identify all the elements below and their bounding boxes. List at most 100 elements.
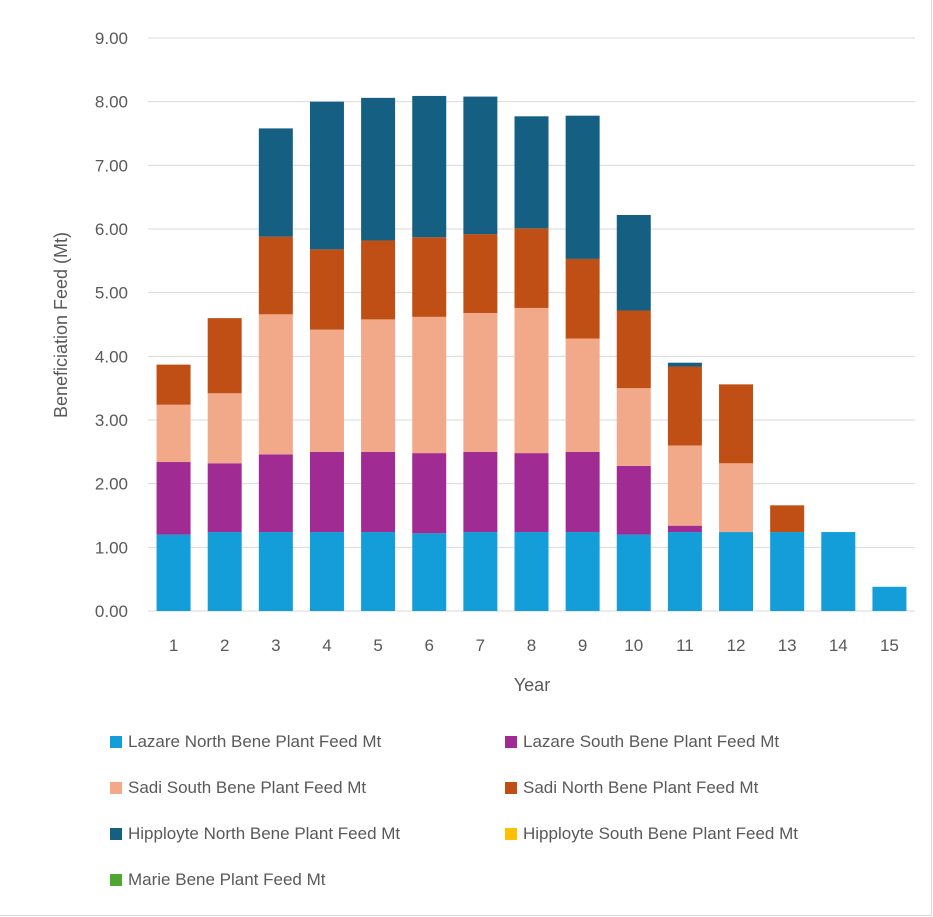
bar-segment <box>156 462 191 535</box>
legend-item: Hipployte South Bene Plant Feed Mt <box>505 824 798 844</box>
bar-segment <box>412 316 447 454</box>
bar-segment <box>309 532 344 611</box>
bar-segment <box>463 532 498 611</box>
bar-segment <box>719 384 754 464</box>
legend-label: Hipployte South Bene Plant Feed Mt <box>523 824 798 843</box>
legend-swatch <box>505 782 517 794</box>
bar-segment <box>514 228 549 308</box>
bar-segment <box>667 525 702 533</box>
x-tick-label: 13 <box>778 636 797 655</box>
legend-item: Hipployte North Bene Plant Feed Mt <box>110 824 400 844</box>
x-tick-label: 5 <box>373 636 382 655</box>
x-tick-label: 9 <box>578 636 587 655</box>
bar-segment <box>258 128 293 237</box>
bar-segment <box>361 532 396 611</box>
bar-segment <box>309 451 344 533</box>
legend-label: Hipployte North Bene Plant Feed Mt <box>128 824 401 843</box>
bar-segment <box>616 214 651 311</box>
bar-segment <box>361 319 396 452</box>
legend-item: Sadi South Bene Plant Feed Mt <box>110 778 366 798</box>
y-tick-label: 9.00 <box>95 29 128 48</box>
bar-segment <box>719 463 754 533</box>
legend-item: Sadi North Bene Plant Feed Mt <box>505 778 758 798</box>
y-tick-label: 0.00 <box>95 602 128 621</box>
bar-segment <box>258 314 293 455</box>
bar-segment <box>156 534 191 611</box>
bars <box>156 95 907 611</box>
bar-segment <box>667 366 702 446</box>
legend-swatch <box>110 782 122 794</box>
bar-segment <box>207 463 242 533</box>
bar-segment <box>361 451 396 533</box>
bar-segment <box>463 313 498 452</box>
legend-label: Lazare South Bene Plant Feed Mt <box>523 732 780 751</box>
bar-segment <box>872 586 907 611</box>
bar-segment <box>616 465 651 535</box>
legend-item: Lazare South Bene Plant Feed Mt <box>505 732 779 752</box>
bar-segment <box>616 310 651 389</box>
legend-swatch <box>505 736 517 748</box>
bar-segment <box>309 249 344 330</box>
x-tick-label: 8 <box>527 636 536 655</box>
bar-segment <box>412 95 447 238</box>
bar-segment <box>565 338 600 452</box>
legend-label: Sadi South Bene Plant Feed Mt <box>128 778 367 797</box>
bar-segment <box>258 236 293 315</box>
x-tick-labels: 1 2 3 4 5 6 7 8 9 10 11 12 13 14 15 <box>169 636 899 655</box>
y-tick-label: 8.00 <box>95 93 128 112</box>
bar-segment <box>719 532 754 611</box>
bar-segment <box>667 532 702 611</box>
bar-segment <box>309 101 344 250</box>
legend-item: Lazare North Bene Plant Feed Mt <box>110 732 381 752</box>
bar-segment <box>514 307 549 454</box>
bar-segment <box>207 393 242 464</box>
bar-segment <box>616 388 651 466</box>
bar-segment <box>156 404 191 463</box>
bar-segment <box>207 318 242 394</box>
bar-segment <box>770 532 805 611</box>
legend-label: Marie Bene Plant Feed Mt <box>128 870 326 889</box>
x-tick-label: 12 <box>727 636 746 655</box>
x-tick-label: 4 <box>322 636 331 655</box>
bar-segment <box>463 234 498 314</box>
bar-segment <box>616 534 651 611</box>
bar-segment <box>821 532 856 611</box>
bar-segment <box>770 505 805 533</box>
y-tick-label: 3.00 <box>95 411 128 430</box>
legend-item: Marie Bene Plant Feed Mt <box>110 870 325 890</box>
bar-segment <box>667 445 702 526</box>
x-tick-label: 11 <box>676 636 694 655</box>
y-tick-label: 5.00 <box>95 284 128 303</box>
bar-segment <box>412 237 447 317</box>
x-tick-label: 3 <box>271 636 280 655</box>
y-axis-title: Beneficiation Feed (Mt) <box>51 232 71 418</box>
y-tick-label: 4.00 <box>95 347 128 366</box>
bar-segment <box>565 532 600 611</box>
y-tick-label: 1.00 <box>95 538 128 557</box>
x-tick-label: 7 <box>476 636 485 655</box>
bar-segment <box>258 454 293 533</box>
bar-segment <box>361 97 396 241</box>
x-tick-label: 14 <box>829 636 848 655</box>
bar-segment <box>514 116 549 229</box>
legend-swatch <box>505 828 517 840</box>
legend-label: Sadi North Bene Plant Feed Mt <box>523 778 759 797</box>
bar-segment <box>463 451 498 533</box>
x-tick-label: 10 <box>624 636 643 655</box>
bar-segment <box>412 533 447 611</box>
bar-segment <box>514 532 549 611</box>
y-tick-label: 7.00 <box>95 156 128 175</box>
y-tick-label: 2.00 <box>95 475 128 494</box>
x-axis-title: Year <box>514 675 550 695</box>
y-tick-labels: 0.00 1.00 2.00 3.00 4.00 5.00 6.00 7.00 8.00 9.00 <box>95 29 128 621</box>
y-tick-label: 6.00 <box>95 220 128 239</box>
legend-label: Lazare North Bene Plant Feed Mt <box>128 732 382 751</box>
bar-segment <box>207 532 242 611</box>
bar-segment <box>565 258 600 339</box>
bar-segment <box>309 329 344 452</box>
bar-segment <box>667 362 702 367</box>
legend-swatch <box>110 828 122 840</box>
bar-segment <box>361 240 396 320</box>
